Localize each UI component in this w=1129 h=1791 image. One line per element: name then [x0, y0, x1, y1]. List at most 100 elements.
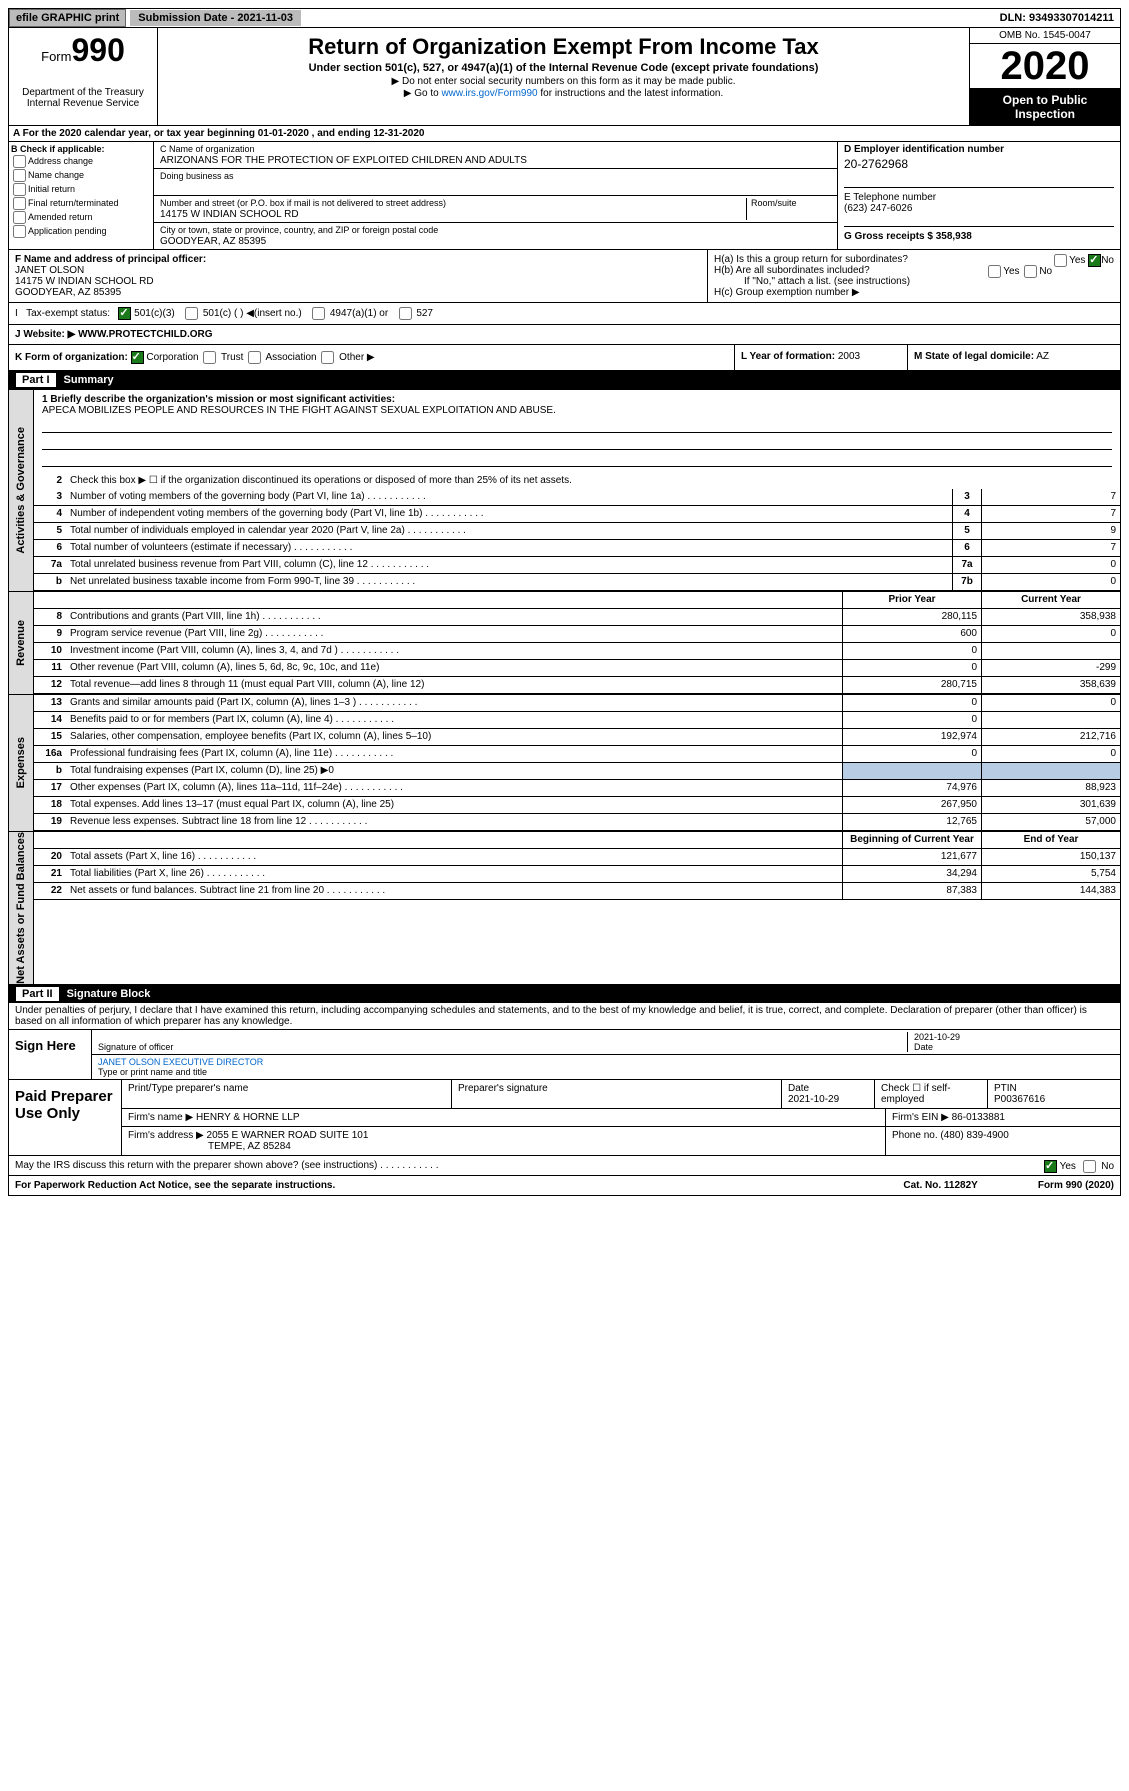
e18c: 301,639 — [981, 797, 1120, 813]
e15p: 192,974 — [842, 729, 981, 745]
side-gov: Activities & Governance — [15, 427, 27, 554]
domicile: AZ — [1036, 351, 1049, 362]
cb-initial[interactable]: Initial return — [11, 183, 151, 196]
v5: 9 — [981, 523, 1120, 539]
firm-ein: 86-0133881 — [952, 1112, 1005, 1123]
501c3-checked — [118, 307, 131, 320]
cb-501c[interactable] — [185, 307, 198, 320]
n22p: 87,383 — [842, 883, 981, 899]
officer-sig-name[interactable]: JANET OLSON EXECUTIVE DIRECTOR — [98, 1057, 263, 1067]
part1-header: Part ISummary — [8, 371, 1121, 389]
dln: DLN: 93493307014211 — [994, 10, 1120, 26]
col-c: C Name of organizationARIZONANS FOR THE … — [154, 142, 837, 249]
governance-section: Activities & Governance 1 Briefly descri… — [8, 389, 1121, 592]
v3: 7 — [981, 489, 1120, 505]
cb-4947[interactable] — [312, 307, 325, 320]
submission-date: Submission Date - 2021-11-03 — [130, 10, 301, 26]
org-addr: 14175 W INDIAN SCHOOL RD — [160, 209, 299, 220]
signature-section: Under penalties of perjury, I declare th… — [8, 1003, 1121, 1080]
e17c: 88,923 — [981, 780, 1120, 796]
r10c — [981, 643, 1120, 659]
ha-yes[interactable] — [1054, 254, 1067, 267]
footer: For Paperwork Reduction Act Notice, see … — [8, 1176, 1121, 1196]
e13p: 0 — [842, 695, 981, 711]
irs-link[interactable]: www.irs.gov/Form990 — [441, 88, 537, 99]
expenses-section: Expenses 13Grants and similar amounts pa… — [8, 695, 1121, 832]
form-num: Form990 — [13, 32, 153, 69]
e17p: 74,976 — [842, 780, 981, 796]
firm-name: HENRY & HORNE LLP — [196, 1112, 300, 1123]
col-d: D Employer identification number 20-2762… — [837, 142, 1120, 249]
discuss-no[interactable] — [1083, 1160, 1096, 1173]
hb-no[interactable] — [1024, 265, 1037, 278]
e14p: 0 — [842, 712, 981, 728]
cb-name[interactable]: Name change — [11, 169, 151, 182]
omb: OMB No. 1545-0047 — [970, 28, 1120, 44]
n20c: 150,137 — [981, 849, 1120, 865]
e15c: 212,716 — [981, 729, 1120, 745]
discuss-yes-checked — [1044, 1160, 1057, 1173]
officer-name: JANET OLSON — [15, 265, 84, 276]
e16ac: 0 — [981, 746, 1120, 762]
website: WWW.PROTECTCHILD.ORG — [78, 329, 212, 340]
e18p: 267,950 — [842, 797, 981, 813]
r11p: 0 — [842, 660, 981, 676]
website-row: J Website: ▶ WWW.PROTECTCHILD.ORG — [8, 325, 1121, 345]
dept: Department of the Treasury Internal Reve… — [13, 87, 153, 109]
open-public: Open to Public Inspection — [970, 89, 1120, 125]
cb-assoc[interactable] — [248, 351, 261, 364]
org-city: GOODYEAR, AZ 85395 — [160, 236, 266, 247]
v6: 7 — [981, 540, 1120, 556]
part2-header: Part IISignature Block — [8, 985, 1121, 1003]
year-formation: 2003 — [838, 351, 860, 362]
col-b: B Check if applicable: Address change Na… — [9, 142, 154, 249]
r8c: 358,938 — [981, 609, 1120, 625]
side-net: Net Assets or Fund Balances — [15, 832, 27, 984]
discuss-row: May the IRS discuss this return with the… — [8, 1156, 1121, 1176]
r9c: 0 — [981, 626, 1120, 642]
period-line: A For the 2020 calendar year, or tax yea… — [8, 126, 1121, 142]
gross-receipts: G Gross receipts $ 358,938 — [844, 226, 1114, 242]
e16ap: 0 — [842, 746, 981, 762]
cb-amended[interactable]: Amended return — [11, 211, 151, 224]
side-exp: Expenses — [15, 737, 27, 788]
paid-preparer: Paid Preparer Use Only Print/Type prepar… — [8, 1080, 1121, 1156]
ein: 20-2762968 — [844, 157, 1114, 171]
cb-trust[interactable] — [203, 351, 216, 364]
ha-no-checked — [1088, 254, 1101, 267]
section-bc: B Check if applicable: Address change Na… — [8, 142, 1121, 250]
mission: 1 Briefly describe the organization's mi… — [34, 390, 1120, 473]
r12p: 280,715 — [842, 677, 981, 693]
section-fh: F Name and address of principal officer:… — [8, 250, 1121, 303]
form-title: Return of Organization Exempt From Incom… — [162, 34, 965, 60]
form-header: Form990 Department of the Treasury Inter… — [8, 28, 1121, 126]
cb-pending[interactable]: Application pending — [11, 225, 151, 238]
n21p: 34,294 — [842, 866, 981, 882]
r11c: -299 — [981, 660, 1120, 676]
hb-yes[interactable] — [988, 265, 1001, 278]
note1: ▶ Do not enter social security numbers o… — [162, 76, 965, 87]
firm-phone: (480) 839-4900 — [940, 1130, 1008, 1141]
topbar: efile GRAPHIC print Submission Date - 20… — [8, 8, 1121, 28]
subtitle: Under section 501(c), 527, or 4947(a)(1)… — [162, 62, 965, 74]
r12c: 358,639 — [981, 677, 1120, 693]
cb-527[interactable] — [399, 307, 412, 320]
cb-final[interactable]: Final return/terminated — [11, 197, 151, 210]
n21c: 5,754 — [981, 866, 1120, 882]
tax-status-row: I Tax-exempt status: 501(c)(3) 501(c) ( … — [8, 303, 1121, 325]
e19c: 57,000 — [981, 814, 1120, 830]
r9p: 600 — [842, 626, 981, 642]
cb-other[interactable] — [321, 351, 334, 364]
note2: ▶ Go to www.irs.gov/Form990 for instruct… — [162, 88, 965, 99]
r8p: 280,115 — [842, 609, 981, 625]
org-name: ARIZONANS FOR THE PROTECTION OF EXPLOITE… — [160, 155, 527, 166]
v4: 7 — [981, 506, 1120, 522]
tax-year: 2020 — [970, 44, 1120, 89]
v7b: 0 — [981, 574, 1120, 590]
cb-address[interactable]: Address change — [11, 155, 151, 168]
efile-btn[interactable]: efile GRAPHIC print — [9, 9, 126, 27]
phone: (623) 247-6026 — [844, 203, 1114, 214]
side-rev: Revenue — [15, 620, 27, 666]
e19p: 12,765 — [842, 814, 981, 830]
revenue-section: Revenue Prior YearCurrent Year 8Contribu… — [8, 592, 1121, 695]
